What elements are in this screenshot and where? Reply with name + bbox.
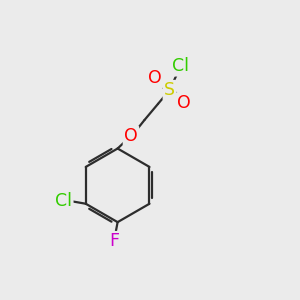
Text: O: O <box>124 127 138 145</box>
Text: O: O <box>148 69 162 87</box>
Text: F: F <box>110 232 120 250</box>
Text: S: S <box>164 81 175 99</box>
Text: Cl: Cl <box>55 192 72 210</box>
Text: O: O <box>177 94 191 112</box>
Text: Cl: Cl <box>172 57 189 75</box>
